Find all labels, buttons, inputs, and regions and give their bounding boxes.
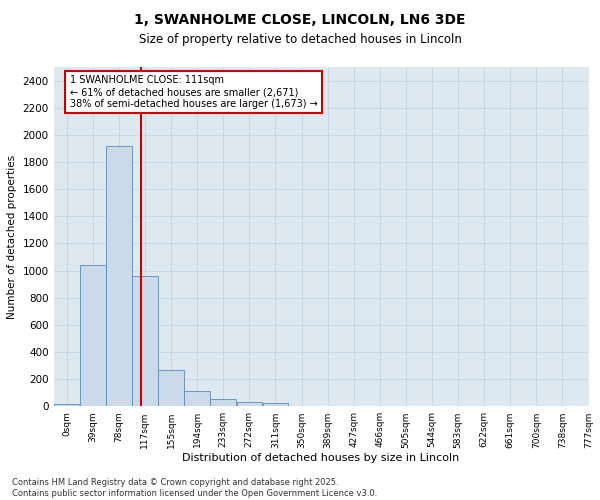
Text: Size of property relative to detached houses in Lincoln: Size of property relative to detached ho… [139,32,461,46]
Bar [263,403,288,406]
Bar [184,390,210,406]
Text: Contains HM Land Registry data © Crown copyright and database right 2025.
Contai: Contains HM Land Registry data © Crown c… [12,478,377,498]
Bar [106,146,131,406]
Bar [236,402,262,406]
Bar [80,265,106,406]
Text: 1 SWANHOLME CLOSE: 111sqm
← 61% of detached houses are smaller (2,671)
38% of se: 1 SWANHOLME CLOSE: 111sqm ← 61% of detac… [70,76,317,108]
Bar [132,276,158,406]
Bar [211,400,236,406]
Text: 1, SWANHOLME CLOSE, LINCOLN, LN6 3DE: 1, SWANHOLME CLOSE, LINCOLN, LN6 3DE [134,12,466,26]
Bar [54,404,79,406]
Bar [158,370,184,406]
Y-axis label: Number of detached properties: Number of detached properties [7,154,17,318]
X-axis label: Distribution of detached houses by size in Lincoln: Distribution of detached houses by size … [182,453,460,463]
